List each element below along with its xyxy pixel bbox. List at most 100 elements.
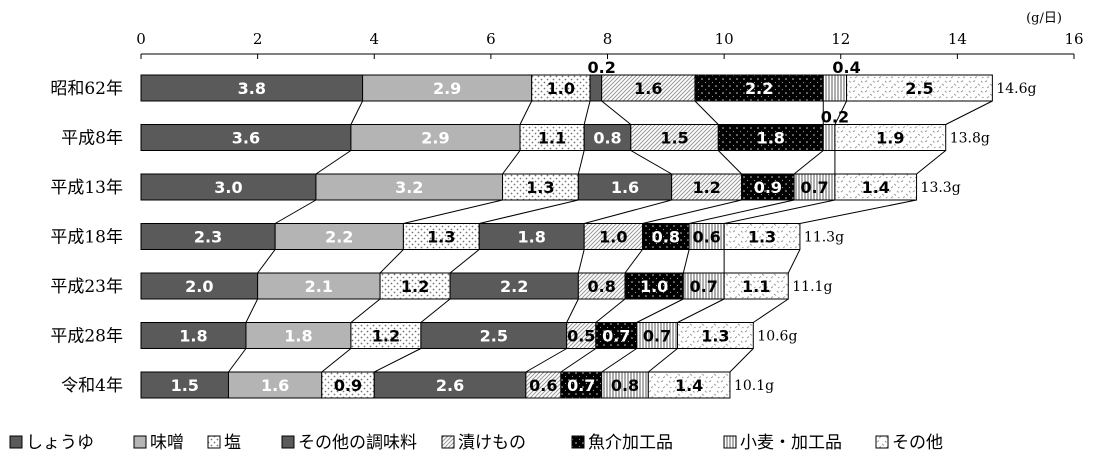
legend-label: その他: [892, 433, 943, 453]
connector-line: [630, 150, 672, 175]
connector-line: [642, 199, 742, 224]
bar-segment: [834, 124, 947, 151]
total-label: 14.6g: [996, 81, 1036, 97]
category-label: 平成8年: [61, 129, 123, 149]
value-label: 3.0: [214, 178, 242, 197]
legend-swatch: [441, 435, 455, 449]
bar-segment: [140, 124, 352, 151]
value-label: 0.5: [567, 327, 595, 346]
legend-swatch: [571, 435, 585, 449]
legend-label: 漬けもの: [458, 433, 526, 453]
x-tick-label: 4: [369, 30, 379, 48]
category-label: 平成28年: [50, 327, 123, 347]
legend-label: 小麦・加工品: [740, 433, 842, 453]
value-label: 2.2: [500, 277, 528, 296]
connector-line: [677, 298, 725, 323]
value-label: 1.1: [742, 277, 770, 296]
connector-line: [420, 298, 451, 323]
bar-segment: [140, 272, 259, 300]
value-label: 3.6: [232, 129, 260, 148]
value-label: 0.2: [821, 108, 849, 127]
bar-segment: [321, 371, 375, 399]
value-label: 0.7: [643, 327, 671, 346]
bar-segment: [583, 223, 643, 250]
x-axis: 0 2 4 6 8 10 12 14 16(g/日) 昭和62年平成8年平成13年平成18年平成2…: [50, 11, 1083, 396]
value-label: 1.6: [611, 178, 639, 197]
value-label: 1.6: [634, 79, 662, 98]
value-label: 2.2: [325, 228, 353, 247]
value-label: 1.9: [876, 129, 904, 148]
connector-line: [577, 249, 585, 274]
connector-line: [350, 100, 364, 125]
bar-segment: [822, 124, 836, 151]
value-label: 0.8: [593, 129, 621, 148]
value-label: 1.6: [261, 376, 289, 395]
connector-lines: [228, 100, 993, 373]
connector-line: [682, 249, 690, 274]
connector-line: [502, 150, 521, 175]
value-label: 0.8: [652, 228, 680, 247]
bar-segment: [624, 272, 684, 300]
connector-line: [525, 348, 567, 373]
connector-line: [717, 150, 742, 175]
value-label: 1.8: [179, 327, 207, 346]
value-label: 3.2: [395, 178, 423, 197]
connector-line: [519, 100, 533, 125]
connector-line: [257, 249, 276, 274]
bar-segment: [688, 223, 725, 250]
bar-segment: [583, 124, 632, 151]
bar-segment: [682, 272, 725, 300]
value-label: 1.3: [748, 228, 776, 247]
legend-swatch: [281, 435, 295, 449]
x-tick-label: 14: [948, 30, 967, 48]
connector-line: [350, 298, 381, 323]
value-label: 0.7: [602, 327, 630, 346]
connector-line: [595, 298, 626, 323]
connector-line: [228, 348, 247, 373]
x-tick-label: 0: [136, 30, 146, 48]
bar-segment: [519, 124, 585, 151]
connector-line: [321, 348, 352, 373]
value-label: 3.8: [238, 79, 266, 98]
bar-segment: [274, 223, 404, 250]
unit-label: (g/日): [1026, 11, 1062, 26]
bar-segment: [647, 371, 731, 399]
value-label: 0.7: [690, 277, 718, 296]
value-label: 0.8: [611, 376, 639, 395]
connector-line: [724, 199, 836, 224]
bar-segment: [525, 371, 562, 399]
value-label: 1.4: [675, 376, 703, 395]
category-label: 平成13年: [50, 178, 123, 198]
bar-segment: [630, 124, 719, 151]
total-label: 13.8g: [950, 131, 990, 147]
value-label: 1.4: [862, 178, 890, 197]
bar-segment: [140, 322, 247, 349]
connector-line: [566, 298, 579, 323]
x-tick-label: 10: [715, 30, 734, 48]
connector-line: [799, 199, 917, 224]
connector-line: [601, 348, 637, 373]
connector-line: [624, 249, 643, 274]
bar-segment: [723, 223, 801, 250]
value-label: 0.7: [567, 376, 595, 395]
x-tick-label: 8: [603, 30, 613, 48]
x-tick-label: 2: [253, 30, 263, 48]
value-label: 2.5: [905, 79, 933, 98]
legend-label: 魚介加工品: [588, 433, 673, 453]
value-label: 0.9: [754, 178, 782, 197]
bar-segment: [560, 371, 603, 399]
connector-line: [403, 199, 503, 224]
connector-line: [374, 348, 422, 373]
value-label: 0.6: [692, 228, 720, 247]
connector-line: [694, 100, 719, 125]
bar-segment: [140, 74, 364, 102]
legend-swatch: [9, 435, 23, 449]
bar-segment: [717, 124, 824, 151]
value-label: 2.3: [194, 228, 222, 247]
bar-segment: [822, 74, 848, 102]
bars: [140, 74, 993, 399]
x-tick-label: 12: [831, 30, 850, 48]
connector-line: [787, 249, 801, 274]
bar-segment: [315, 173, 504, 201]
value-label: 0.4: [832, 58, 860, 77]
